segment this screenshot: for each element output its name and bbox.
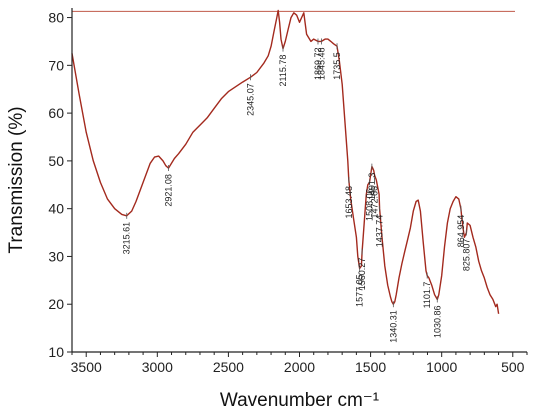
x-tick-label: 1000: [426, 359, 457, 375]
peak-label: 1472.66: [370, 186, 380, 219]
peak-label: 1560.27: [357, 258, 367, 291]
peak-label: 1653.48: [344, 186, 354, 219]
peak-label: 1101.7: [422, 282, 432, 309]
x-axis-title: Wavenumber cm⁻¹: [220, 390, 379, 411]
peak-label: 3215.61: [122, 222, 132, 255]
spectrum-line: [71, 9, 500, 314]
y-tick-label: 60: [48, 105, 64, 121]
peak-label: 2921.08: [164, 174, 174, 207]
y-tick-label: 80: [48, 10, 64, 26]
peak-label: 1735.5: [332, 52, 342, 80]
peak-label: 1845.48: [316, 47, 326, 80]
x-tick-label: 500: [501, 359, 525, 375]
x-axis-ticks: 3500 3000 2500 2000 1500 1000 500: [71, 352, 528, 375]
peak-label: 825.807: [461, 239, 471, 272]
x-tick-label: 2500: [213, 359, 244, 375]
y-tick-label: 70: [48, 57, 64, 73]
x-tick-label: 3000: [142, 359, 173, 375]
peak-label: 1869.72: [313, 47, 323, 80]
peak-label: 1437.74: [375, 215, 385, 248]
peak-label: 1577.05: [355, 274, 365, 307]
plot-area: [71, 9, 515, 314]
y-tick-label: 20: [48, 296, 64, 312]
y-tick-label: 10: [48, 344, 64, 360]
y-axis-title: Transmission (%): [6, 106, 27, 253]
y-tick-label: 50: [48, 153, 64, 169]
peak-label: 864.954: [456, 215, 466, 248]
peak-annotations: 3215.61 2921.08 2345.07 2115.78 1869.721845.…: [122, 38, 471, 343]
x-tick-label: 1500: [355, 359, 386, 375]
peak-label: 1340.31: [388, 310, 398, 343]
x-tick-label: 3500: [71, 359, 102, 375]
x-tick-label: 2000: [284, 359, 315, 375]
peak-label: 2345.07: [245, 83, 255, 116]
y-tick-label: 30: [48, 248, 64, 264]
peak-label: 1491.3: [367, 173, 377, 201]
peak-label: 1508.06: [364, 188, 374, 221]
y-tick-label: 40: [48, 201, 64, 217]
peak-label: 2115.78: [278, 55, 288, 87]
peak-label: 1030.86: [432, 305, 442, 338]
y-axis-ticks: 10 20 30 40 50 60 70 80: [48, 10, 72, 360]
